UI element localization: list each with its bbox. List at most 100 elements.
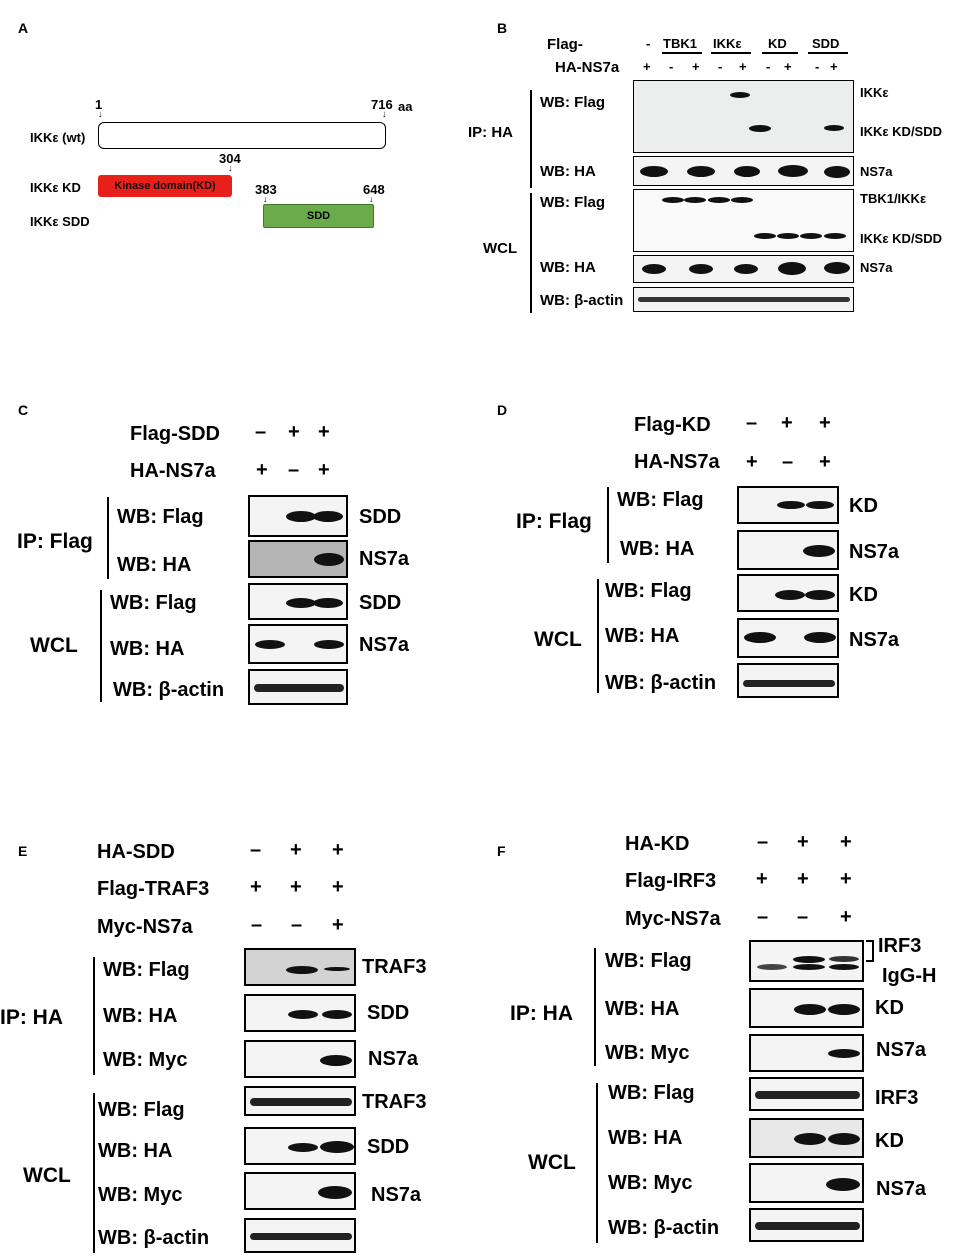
band — [687, 166, 715, 177]
wb-label: WB: Flag — [540, 94, 605, 111]
band — [824, 166, 850, 178]
band — [824, 233, 846, 239]
ip-label: IP: Flag — [17, 530, 93, 553]
ip-label: IP: HA — [510, 1002, 573, 1025]
sign: + — [250, 876, 262, 898]
right-label: TRAF3 — [362, 1091, 427, 1113]
flag-row-label: Flag- — [547, 36, 583, 53]
blot-wcl-myc — [749, 1163, 864, 1203]
band — [749, 125, 771, 132]
row-label: HA-NS7a — [634, 451, 720, 473]
ha-sign-2: - — [669, 59, 674, 74]
blot-ip-ha — [244, 994, 356, 1032]
band — [708, 197, 730, 203]
ha-sign-6: - — [766, 59, 771, 74]
sign: + — [332, 914, 344, 936]
blot-wcl-actin — [737, 663, 839, 698]
sign: + — [819, 451, 831, 473]
blot-ip-myc — [244, 1040, 356, 1078]
band — [828, 1049, 860, 1058]
panel-letter-a: A — [18, 20, 29, 36]
right-label: KD — [849, 495, 878, 517]
wb-label: WB: Flag — [540, 194, 605, 211]
band — [778, 262, 806, 275]
band — [755, 1091, 860, 1099]
blot-wcl-actin — [633, 287, 854, 312]
row-label: Myc-NS7a — [97, 916, 193, 938]
sdd-label: IKKε SDD — [30, 214, 90, 229]
blot-wcl-actin — [244, 1218, 356, 1253]
wb-label: WB: β-actin — [608, 1217, 720, 1239]
band — [794, 1004, 826, 1015]
ha-sign-5: + — [739, 59, 747, 74]
wcl-bracket — [100, 590, 102, 702]
band — [314, 640, 344, 649]
band — [662, 197, 684, 203]
band — [320, 1055, 352, 1066]
pos-end-label: 716 — [371, 97, 393, 112]
right-label: IgG-H — [882, 965, 937, 987]
row-label: Flag-IRF3 — [625, 870, 717, 892]
band — [824, 262, 850, 274]
band — [778, 165, 808, 177]
panel-letter-e: E — [18, 843, 28, 859]
right-label: SDD — [359, 506, 402, 528]
blot-wcl-flag — [749, 1077, 864, 1111]
wt-domain-bar — [98, 122, 386, 149]
sign: + — [290, 839, 302, 861]
wb-label: WB: Myc — [103, 1049, 188, 1071]
sign: – — [291, 914, 303, 936]
ha-sign-4: - — [718, 59, 723, 74]
sign: + — [781, 412, 793, 434]
sdd-domain-box: SDD — [263, 204, 374, 228]
ip-bracket — [594, 948, 596, 1066]
band — [286, 598, 316, 608]
band — [806, 501, 834, 509]
sign: + — [840, 868, 852, 890]
sign: – — [757, 831, 769, 853]
ha-sign-8: - — [815, 59, 820, 74]
band — [829, 964, 859, 970]
wb-label: WB: Myc — [608, 1172, 693, 1194]
right-label: NS7a — [849, 629, 900, 651]
blot-wcl-ha — [749, 1118, 864, 1158]
sdd-start-arrow: ↓ — [263, 194, 268, 204]
wb-label: WB: Myc — [98, 1184, 183, 1206]
ip-label: IP: HA — [468, 124, 513, 141]
band — [255, 640, 285, 649]
wb-label: WB: β-actin — [605, 672, 717, 694]
row-label: Myc-NS7a — [625, 908, 721, 930]
band — [793, 956, 825, 963]
ha-sign-7: + — [784, 59, 792, 74]
wb-label: WB: Flag — [103, 959, 190, 981]
sdd-end-label: 648 — [363, 182, 385, 197]
ha-sign-9: + — [830, 59, 838, 74]
sign: – — [251, 914, 263, 936]
wb-label: WB: HA — [605, 625, 680, 647]
right-label: IRF3 — [878, 935, 922, 957]
right-label: KD — [875, 997, 904, 1019]
sign: + — [256, 459, 268, 481]
band — [313, 511, 343, 522]
band — [804, 632, 836, 643]
sign: + — [819, 412, 831, 434]
wb-label: WB: Flag — [98, 1099, 185, 1121]
blot-wcl-ha — [244, 1127, 356, 1165]
right-label: TBK1/IKKε — [860, 191, 927, 206]
right-label: SDD — [367, 1002, 410, 1024]
band — [743, 680, 835, 687]
right-label: SDD — [359, 592, 402, 614]
group-kd-line — [762, 52, 798, 54]
row-label: HA-SDD — [97, 841, 175, 863]
right-label: NS7a — [849, 541, 900, 563]
group-ikke: IKKε — [713, 36, 742, 51]
group-sdd-line — [808, 52, 848, 54]
wb-label: WB: Flag — [608, 1082, 695, 1104]
band — [824, 125, 844, 131]
sdd-end-arrow: ↓ — [369, 194, 374, 204]
ip-bracket — [93, 957, 95, 1075]
wcl-label: WCL — [483, 240, 518, 257]
sign: – — [250, 839, 262, 861]
sign: – — [288, 459, 300, 481]
sign: + — [797, 831, 809, 853]
